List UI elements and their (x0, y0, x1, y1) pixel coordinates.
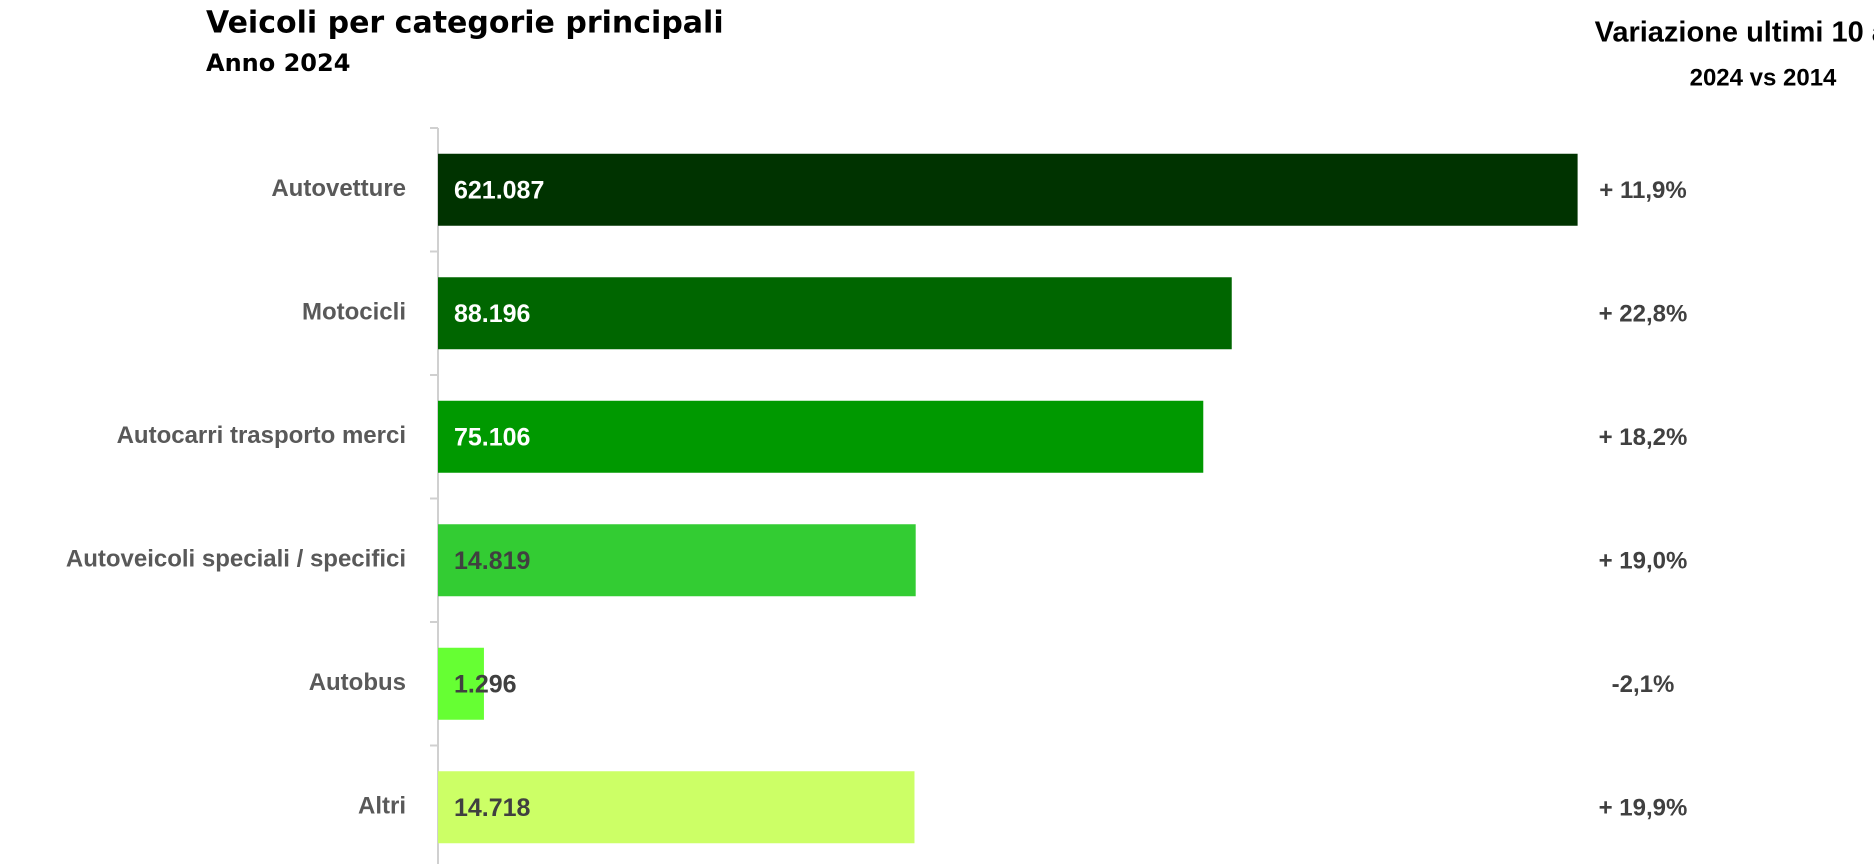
bar (438, 400, 1204, 473)
side-title: Variazione ultimi 10 anni (1595, 17, 1874, 49)
chart-subtitle: Anno 2024 (206, 49, 350, 77)
value-label: 14.718 (454, 794, 531, 822)
category-label: Autobus (309, 669, 406, 696)
category-label: Altri (358, 793, 406, 820)
change-label: + 22,8% (1599, 301, 1688, 328)
bar (438, 771, 915, 844)
chart-title: Veicoli per categorie principali (206, 6, 724, 41)
value-label: 75.106 (454, 423, 530, 451)
side-subtitle: 2024 vs 2014 (1690, 64, 1837, 91)
category-label: Autocarri trasporto merci (117, 422, 406, 449)
change-label: + 19,9% (1599, 795, 1688, 822)
value-label: 88.196 (454, 300, 530, 328)
bar (438, 153, 1578, 226)
change-label: + 19,0% (1599, 548, 1688, 575)
value-label: 14.819 (454, 547, 530, 575)
change-label: + 18,2% (1599, 424, 1688, 451)
category-label: Autovetture (271, 175, 406, 202)
value-label: 1.296 (454, 670, 517, 698)
change-label: + 11,9% (1599, 177, 1686, 204)
change-label: -2,1% (1612, 671, 1675, 698)
bar (438, 524, 916, 597)
bar (438, 647, 484, 720)
value-label: 621.087 (454, 176, 544, 204)
bar (438, 277, 1232, 350)
category-label: Autoveicoli speciali / specifici (66, 546, 406, 573)
category-label: Motocicli (302, 299, 406, 326)
